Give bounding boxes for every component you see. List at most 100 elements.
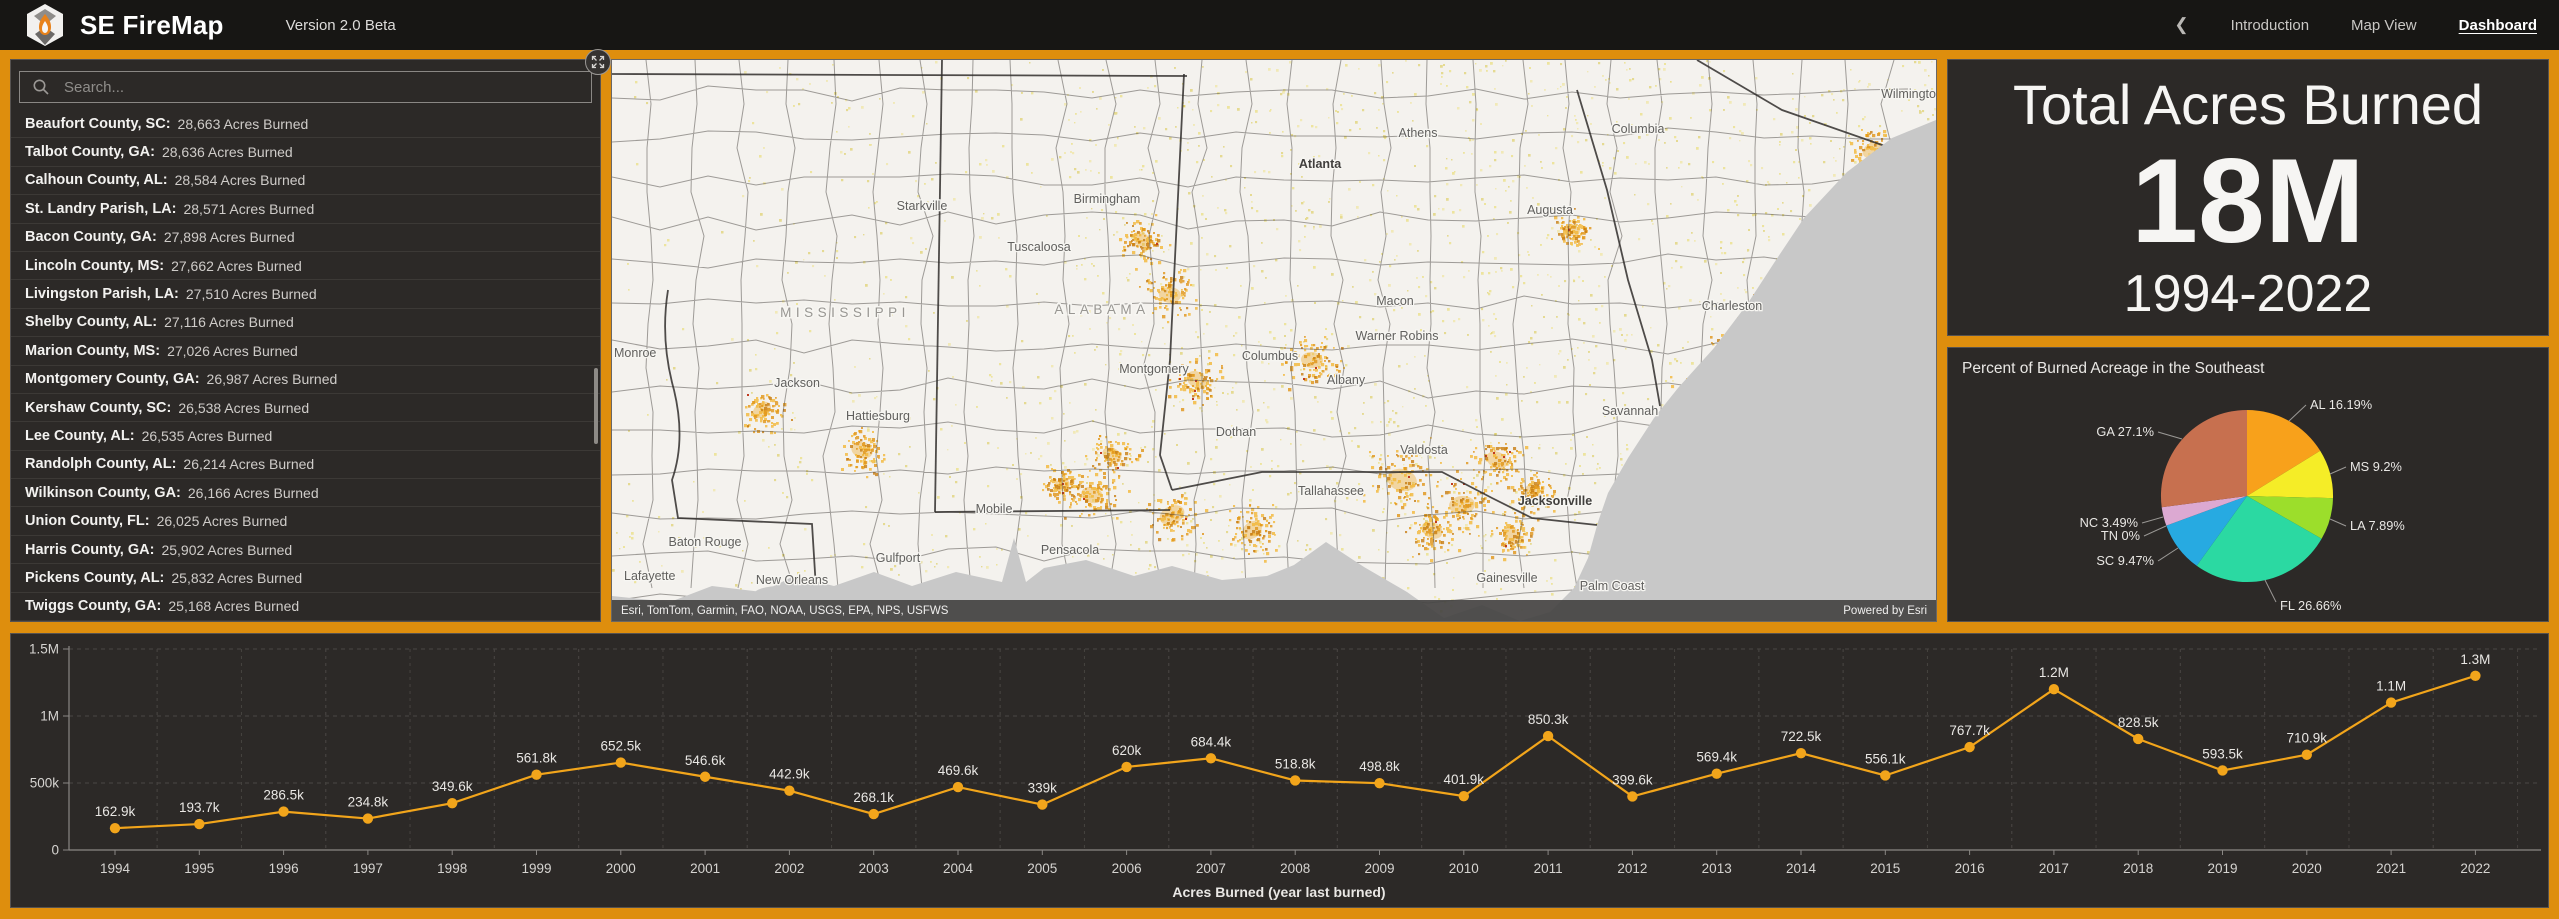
data-point-2008[interactable] — [1290, 775, 1301, 786]
data-point-2019[interactable] — [2217, 765, 2228, 776]
data-point-2017[interactable] — [2048, 684, 2060, 695]
data-point-2021[interactable] — [2385, 697, 2397, 708]
list-item-value: 26,538 Acres Burned — [178, 399, 310, 416]
x-tick-label: 1999 — [521, 861, 551, 876]
nav-dashboard[interactable]: Dashboard — [2458, 16, 2537, 34]
list-item[interactable]: Calhoun County, AL: 28,584 Acres Burned — [11, 167, 600, 196]
pie-slice-MS[interactable] — [2247, 450, 2334, 499]
data-point-2022[interactable] — [2470, 670, 2481, 681]
list-item-county: Lee County, AL: — [25, 427, 135, 444]
list-item-value: 27,026 Acres Burned — [167, 342, 298, 359]
data-point-2012[interactable] — [1627, 791, 1638, 802]
data-point-2004[interactable] — [952, 781, 964, 793]
map-city-label: Starkville — [897, 199, 948, 213]
data-point-2015[interactable] — [1880, 770, 1891, 781]
pie-slice-AL[interactable] — [2247, 410, 2321, 496]
nav-introduction[interactable]: Introduction — [2230, 16, 2310, 34]
data-point-2014[interactable] — [1795, 747, 1807, 759]
x-tick-label: 2011 — [1534, 861, 1563, 876]
x-tick-label: 2004 — [943, 861, 974, 876]
lake — [754, 586, 806, 602]
data-point-2009[interactable] — [1374, 777, 1385, 789]
data-label: 339k — [1028, 781, 1058, 796]
list-item[interactable]: Pickens County, AL: 25,832 Acres Burned — [11, 564, 600, 593]
pie-slice-NC[interactable] — [2161, 496, 2247, 526]
list-item-value: 26,535 Acres Burned — [141, 427, 273, 444]
expand-button[interactable] — [585, 49, 611, 75]
pie-label-NC: NC 3.49% — [2080, 515, 2138, 530]
data-point-2005[interactable] — [1037, 799, 1048, 810]
list-scrollbar[interactable] — [594, 368, 598, 444]
list-item-value: 26,987 Acres Burned — [206, 371, 338, 388]
list-item-county: Wilkinson County, GA: — [25, 484, 181, 501]
data-point-2001[interactable] — [699, 771, 711, 782]
pie-slice-GA[interactable] — [2160, 410, 2247, 508]
data-point-1998[interactable] — [447, 797, 458, 809]
list-item[interactable]: Twiggs County, GA: 25,168 Acres Burned — [11, 593, 600, 622]
data-point-2002[interactable] — [784, 785, 795, 796]
kpi-panel: Total Acres Burned 18M 1994-2022 — [1947, 59, 2549, 336]
list-item[interactable]: Harris County, GA: 25,902 Acres Burned — [11, 536, 600, 565]
data-point-1995[interactable] — [194, 818, 205, 830]
list-item[interactable]: Shelby County, AL: 27,116 Acres Burned — [11, 309, 600, 338]
data-point-1997[interactable] — [362, 813, 374, 824]
data-point-2018[interactable] — [2133, 733, 2144, 745]
list-item[interactable]: Union County, FL: 26,025 Acres Burned — [11, 507, 600, 536]
map-city-label: Pensacola — [1041, 543, 1099, 557]
x-tick-label: 2001 — [690, 861, 720, 876]
x-tick-label: 2016 — [1955, 861, 1985, 876]
data-point-2020[interactable] — [2301, 749, 2312, 760]
data-label: 546.6k — [685, 753, 726, 768]
line-chart: 0 500k 1M 1.5M 162.9k 1994 193.7k 1995 286.5k 199… — [29, 642, 2541, 900]
state-border — [1171, 471, 1598, 526]
map-city-label: Columbia — [1612, 122, 1665, 136]
x-tick-label: 2022 — [2460, 861, 2490, 876]
map-city-label: Palm Coast — [1580, 579, 1645, 593]
list-item[interactable]: Montgomery County, GA: 26,987 Acres Burne… — [11, 366, 600, 394]
pie-slice-LA[interactable] — [2247, 496, 2333, 539]
esri-map[interactable]: MISSISSIPPI ALABAMA Monroe Jackson Starkvill… — [612, 60, 1936, 621]
list-item-value: 26,166 Acres Burned — [187, 484, 319, 501]
list-item[interactable]: Randolph County, AL: 26,214 Acres Burned — [11, 451, 600, 480]
list-item-value: 28,584 Acres Burned — [174, 172, 306, 189]
data-point-2006[interactable] — [1121, 761, 1132, 773]
x-tick-label: 1997 — [353, 861, 383, 876]
search-input[interactable] — [62, 77, 591, 97]
county-list-panel: Beaufort County, SC: 28,663 Acres Burned T… — [10, 49, 611, 622]
data-point-2003[interactable] — [868, 808, 879, 820]
data-point-1996[interactable] — [278, 806, 289, 817]
data-point-2016[interactable] — [1964, 741, 1975, 753]
chevron-left-icon[interactable]: ❮ — [2174, 15, 2189, 34]
data-point-1999[interactable] — [531, 769, 542, 780]
map-city-label: Macon — [1376, 294, 1414, 308]
data-point-2007[interactable] — [1205, 753, 1217, 764]
state-border — [664, 289, 819, 621]
data-label: 1.2M — [2039, 665, 2069, 680]
kpi-value: 18M — [2131, 133, 2365, 268]
data-point-2013[interactable] — [1711, 768, 1722, 779]
list-item[interactable]: St. Landry Parish, LA: 28,571 Acres Burne… — [11, 195, 600, 224]
list-item[interactable]: Talbot County, GA: 28,636 Acres Burned — [11, 138, 600, 167]
state-border — [612, 73, 1188, 77]
data-point-2000[interactable] — [615, 757, 626, 768]
list-item[interactable]: Livingston Parish, LA: 27,510 Acres Burne… — [11, 280, 600, 309]
data-point-2010[interactable] — [1458, 790, 1470, 802]
app-version: Version 2.0 Beta — [285, 16, 396, 34]
list-item[interactable]: Bacon County, GA: 27,898 Acres Burned — [11, 224, 600, 252]
map-city-label: Baton Rouge — [669, 535, 742, 549]
list-item[interactable]: Wilkinson County, GA: 26,166 Acres Burned — [11, 479, 600, 508]
pie-slice-SC[interactable] — [2166, 496, 2247, 566]
nav-map-view[interactable]: Map View — [2351, 16, 2417, 34]
data-point-2011[interactable] — [1542, 730, 1554, 742]
pie-slice-FL[interactable] — [2196, 496, 2322, 583]
list-item[interactable]: Beaufort County, SC: 28,663 Acres Burned — [11, 110, 600, 139]
data-point-1994[interactable] — [109, 822, 121, 834]
list-item[interactable]: Marion County, MS: 27,026 Acres Burned — [11, 337, 600, 366]
list-item[interactable]: Lincoln County, MS: 27,662 Acres Burned — [11, 252, 600, 281]
list-item[interactable]: Lee County, AL: 26,535 Acres Burned — [11, 422, 600, 451]
data-label: 593.5k — [2202, 746, 2243, 761]
list-item[interactable]: Kershaw County, SC: 26,538 Acres Burned — [11, 394, 600, 423]
x-tick-label: 2013 — [1702, 861, 1732, 876]
x-tick-label: 1995 — [184, 861, 214, 876]
x-tick-label: 2000 — [606, 861, 636, 876]
